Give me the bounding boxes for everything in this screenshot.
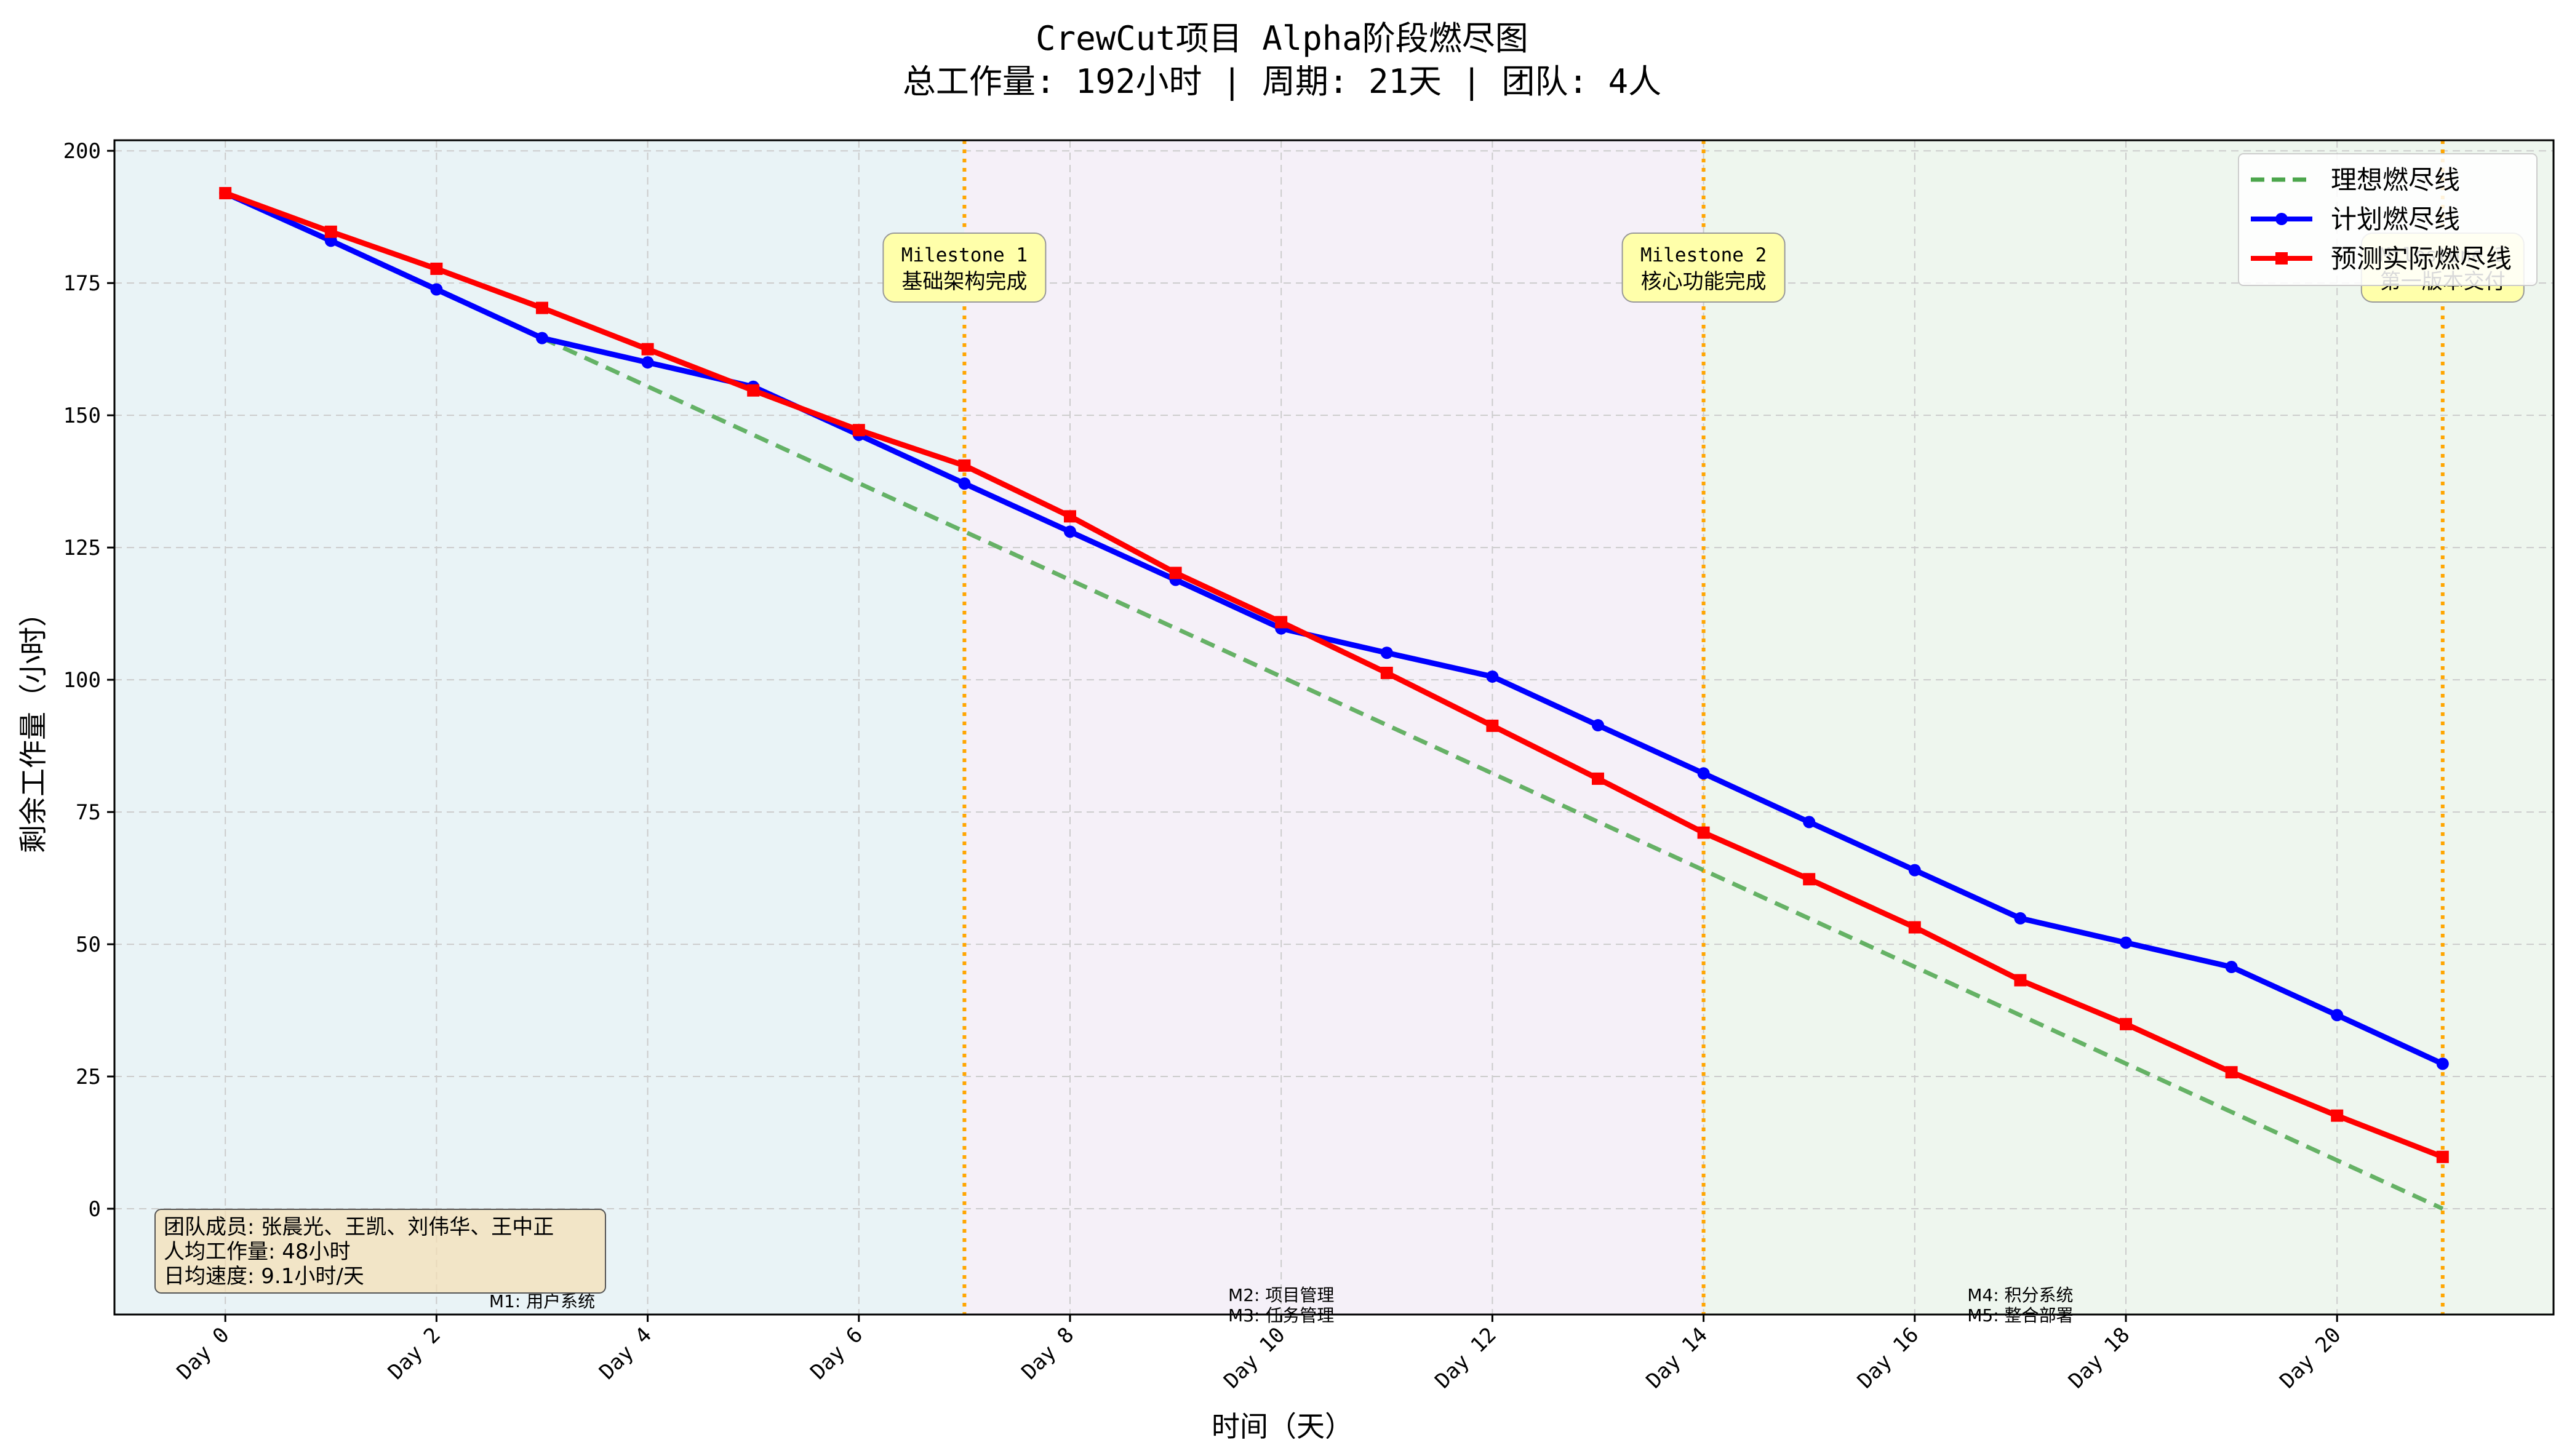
x-tick-label: Day 2 [383,1323,445,1385]
data-point [1063,510,1076,523]
data-point [1275,616,1288,629]
data-point [1697,826,1710,839]
data-point [641,343,654,356]
milestone-annotation-box [882,233,1047,303]
data-point [2436,1150,2449,1163]
data-point [852,424,865,437]
milestone-annotation-desc: 基础架构完成 [901,269,1027,294]
series-group [219,186,2449,1211]
legend-label: 预测实际燃尽线 [2331,244,2512,274]
chart-subtitle: 总工作量: 192小时 | 周期: 21天 | 团队: 4人 [902,62,1662,101]
y-tick-label: 175 [63,271,101,296]
milestone-lines [962,140,2445,1315]
module-label: M4: 积分系统 [1967,1285,2073,1305]
data-point [1063,525,1076,538]
x-axis-label: 时间（天） [1212,1410,1353,1443]
data-point [2225,1066,2238,1079]
team-info-box [154,1209,606,1294]
data-point [958,477,971,490]
grid-lines [114,140,2554,1315]
data-point [2436,1057,2449,1070]
y-tick-label: 100 [63,668,101,693]
data-point [1908,864,1921,877]
legend-marker [2275,213,2288,225]
data-point [958,459,971,472]
data-point [747,384,760,397]
data-point [1908,921,1921,934]
data-point [1803,816,1816,829]
y-tick-label: 25 [76,1065,101,1089]
y-tick-label: 200 [63,139,101,164]
data-point [2225,961,2238,974]
x-tick-label: Day 16 [1853,1323,1923,1393]
x-tick-label: Day 18 [2064,1323,2135,1393]
data-point [430,283,443,296]
x-tick-label: Day 6 [805,1323,868,1385]
module-label: M1: 用户系统 [489,1291,595,1311]
phase-band-3 [1703,140,2554,1315]
legend-label: 计划燃尽线 [2331,204,2460,234]
legend-label: 理想燃尽线 [2331,165,2460,195]
data-point [324,225,337,238]
data-point [1697,767,1710,780]
module-label: M2: 项目管理 [1228,1285,1334,1305]
y-tick-label: 50 [76,933,101,957]
data-point [2331,1009,2344,1022]
x-tick-label: Day 20 [2275,1323,2346,1393]
series-line-1 [541,336,2444,1211]
series-line-3 [224,190,2444,1160]
chart-title: CrewCut项目 Alpha阶段燃尽图 [1036,19,1528,58]
team-info-line: 日均速度: 9.1小时/天 [164,1264,364,1289]
phase-band-1 [114,140,965,1315]
data-point [1380,666,1393,679]
x-tick-label: Day 14 [1642,1323,1712,1393]
milestone-annotation-title: Milestone 1 [901,244,1028,266]
data-point [1486,670,1499,683]
data-point [1803,873,1816,886]
series-line-2 [224,190,2444,1067]
x-tick-label: Day 4 [594,1323,657,1385]
milestone-annotation-box [1621,233,1786,303]
plot-frame [113,139,2555,1316]
data-point [641,356,654,369]
x-tick-label: Day 10 [1219,1323,1290,1393]
data-point [2331,1109,2344,1122]
data-point [2120,1017,2133,1030]
data-point [1486,719,1499,732]
milestone-annotation-title: Milestone 2 [1640,244,1767,266]
legend-marker [2275,252,2288,265]
data-point [1169,567,1182,579]
team-info-line: 团队成员: 张晨光、王凯、刘伟华、王中正 [164,1215,554,1239]
phase-band-2 [964,140,1704,1315]
data-point [2014,912,2027,925]
legend-box [2238,153,2538,286]
data-point [2120,936,2133,949]
data-point [535,332,548,344]
y-tick-label: 75 [76,800,101,825]
data-point [1380,646,1393,659]
y-axis-label: 剩余工作量（小时） [17,599,50,853]
milestone-annotation-desc: 核心功能完成 [1641,269,1767,294]
data-point [2014,974,2027,987]
x-tick-label: Day 0 [172,1323,234,1385]
data-point [1592,719,1605,732]
data-point [430,262,443,275]
x-tick-label: Day 8 [1017,1323,1079,1385]
y-tick-label: 0 [89,1197,101,1222]
x-tick-label: Day 12 [1431,1323,1501,1393]
team-info-line: 人均工作量: 48小时 [164,1239,351,1264]
phase-backgrounds [114,140,2554,1315]
data-point [535,301,548,314]
data-point [1592,772,1605,785]
y-tick-label: 125 [63,536,101,560]
data-point [219,186,232,199]
y-tick-label: 150 [63,404,101,428]
